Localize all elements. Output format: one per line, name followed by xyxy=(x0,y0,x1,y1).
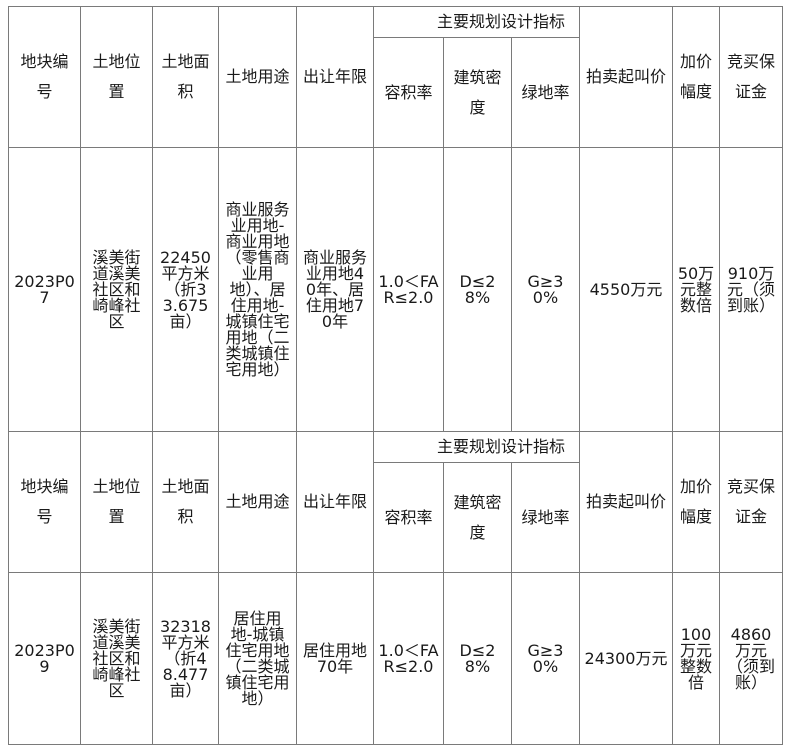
header-term: 出让年限 xyxy=(296,431,374,573)
header-use: 土地用途 xyxy=(218,431,297,573)
cell-deposit: 910万元（须到账） xyxy=(719,147,783,432)
cell-use: 商业服务业用地-商业用地（零售商业用地）、居住用地-城镇住宅用地（二类城镇住宅用… xyxy=(218,147,297,432)
header-far: 容积率 xyxy=(373,462,444,573)
header-use: 土地用途 xyxy=(218,6,297,148)
table-row: 2023P09 溪美街道溪美社区和崎峰社区 32318平方米（折48.477亩）… xyxy=(8,572,783,745)
cell-far: 1.0＜FAR≤2.0 xyxy=(373,572,444,745)
cell-density: D≤28% xyxy=(443,147,512,432)
header-density: 建筑密度 xyxy=(443,462,512,573)
header-indicators: 主要规划设计指标 xyxy=(373,6,580,38)
cell-term: 居住用地70年 xyxy=(296,572,374,745)
header-plot-no: 地块编号 xyxy=(8,6,81,148)
header-green: 绿地率 xyxy=(511,462,580,573)
cell-far: 1.0＜FAR≤2.0 xyxy=(373,147,444,432)
header-deposit: 竞买保证金 xyxy=(719,431,783,573)
header-start-price: 拍卖起叫价 xyxy=(579,431,673,573)
header-row: 地块编号 土地位置 土地面积 土地用途 出让年限 主要规划设计指标 拍卖起叫价 … xyxy=(8,431,783,573)
header-green: 绿地率 xyxy=(511,37,580,148)
header-far: 容积率 xyxy=(373,37,444,148)
cell-increment: 50万元整数倍 xyxy=(672,147,720,432)
cell-location: 溪美街道溪美社区和崎峰社区 xyxy=(80,147,153,432)
header-location: 土地位置 xyxy=(80,6,153,148)
header-area: 土地面积 xyxy=(152,6,219,148)
cell-deposit: 4860万元（须到账） xyxy=(719,572,783,745)
header-location: 土地位置 xyxy=(80,431,153,573)
cell-term: 商业服务业用地40年、居住用地70年 xyxy=(296,147,374,432)
cell-location: 溪美街道溪美社区和崎峰社区 xyxy=(80,572,153,745)
cell-start-price: 24300万元 xyxy=(579,572,673,745)
cell-plot-no: 2023P09 xyxy=(8,572,81,745)
cell-green: G≥30% xyxy=(511,147,580,432)
header-row: 地块编号 土地位置 土地面积 土地用途 出让年限 主要规划设计指标 拍卖起叫价 … xyxy=(8,6,783,148)
header-area: 土地面积 xyxy=(152,431,219,573)
cell-area: 32318平方米（折48.477亩） xyxy=(152,572,219,745)
cell-increment: 100万元整数倍 xyxy=(672,572,720,745)
header-increment: 加价幅度 xyxy=(672,431,720,573)
cell-density: D≤28% xyxy=(443,572,512,745)
header-deposit: 竞买保证金 xyxy=(719,6,783,148)
header-start-price: 拍卖起叫价 xyxy=(579,6,673,148)
header-increment: 加价幅度 xyxy=(672,6,720,148)
land-auction-table: 地块编号 土地位置 土地面积 土地用途 出让年限 主要规划设计指标 拍卖起叫价 … xyxy=(8,6,783,745)
header-density: 建筑密度 xyxy=(443,37,512,148)
cell-plot-no: 2023P07 xyxy=(8,147,81,432)
header-term: 出让年限 xyxy=(296,6,374,148)
cell-area: 22450平方米（折33.675亩） xyxy=(152,147,219,432)
cell-start-price: 4550万元 xyxy=(579,147,673,432)
header-indicators: 主要规划设计指标 xyxy=(373,431,580,463)
table-row: 2023P07 溪美街道溪美社区和崎峰社区 22450平方米（折33.675亩）… xyxy=(8,147,783,432)
header-plot-no: 地块编号 xyxy=(8,431,81,573)
header-subrow: 容积率 建筑密度 绿地率 xyxy=(9,37,783,148)
header-subrow: 容积率 建筑密度 绿地率 xyxy=(9,462,783,573)
cell-green: G≥30% xyxy=(511,572,580,745)
cell-use: 居住用地-城镇住宅用地（二类城镇住宅用地） xyxy=(218,572,297,745)
